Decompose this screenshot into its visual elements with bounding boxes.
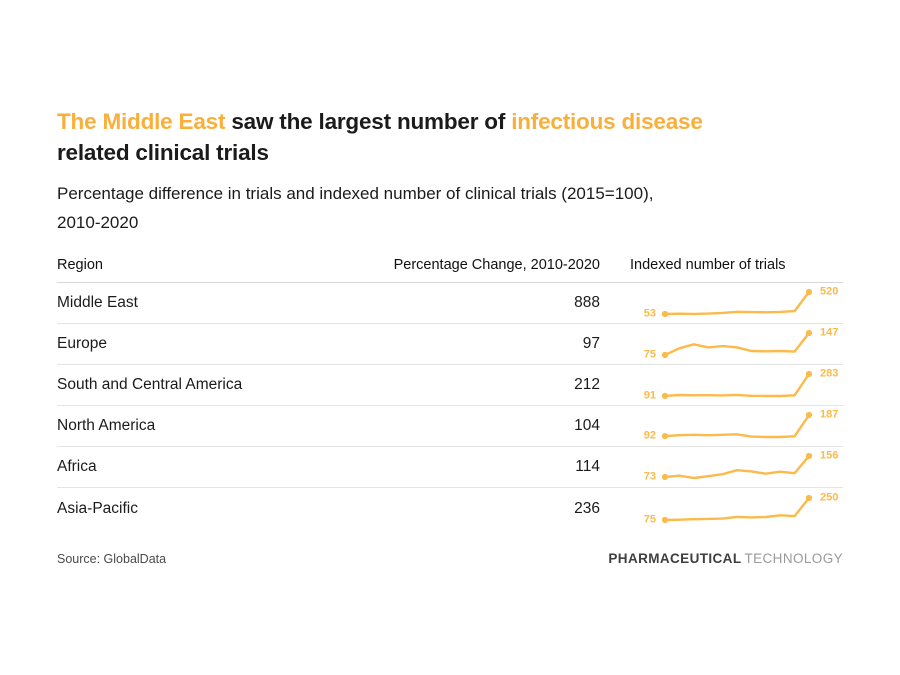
sparkline-chart (661, 370, 813, 400)
region-name: South and Central America (57, 376, 243, 393)
region-name: Asia-Pacific (57, 499, 138, 517)
table-row-africa: Africa 114 73 156 (57, 447, 843, 488)
table-row-north-america: North America 104 92 187 (57, 406, 843, 447)
sparkline-end-value: 250 (820, 491, 839, 503)
sparkline-chart (661, 411, 813, 441)
column-header-region: Region (57, 257, 103, 273)
sparkline-cell: 91 283 (630, 365, 843, 405)
region-name: Africa (57, 458, 97, 475)
chart-subtitle: Percentage difference in trials and inde… (57, 179, 843, 237)
table-row-south-central-america: South and Central America 212 91 283 (57, 365, 843, 406)
title-text-1: saw the largest number of (225, 109, 512, 134)
page-title: The Middle East saw the largest number o… (57, 106, 843, 168)
table-header-row: Region Percentage Change, 2010-2020 Inde… (57, 257, 843, 283)
column-header-percentage-change: Percentage Change, 2010-2020 (393, 257, 600, 273)
sparkline-cell: 73 156 (630, 447, 843, 487)
column-header-indexed-trials: Indexed number of trials (630, 257, 786, 273)
sparkline-cell: 75 250 (630, 488, 843, 529)
subtitle-line-1: Percentage difference in trials and inde… (57, 184, 654, 203)
region-name: Middle East (57, 294, 138, 311)
table-row-asia-pacific: Asia-Pacific 236 75 250 (57, 488, 843, 529)
region-name: Europe (57, 335, 107, 352)
subtitle-line-2: 2010-2020 (57, 213, 139, 232)
sparkline-end-value: 156 (820, 449, 839, 462)
title-text-2: related clinical trials (57, 140, 269, 165)
title-highlight-middle-east: The Middle East (57, 109, 226, 134)
sparkline-end-value: 520 (820, 285, 839, 298)
sparkline-chart (661, 288, 813, 318)
sparkline-end-value: 147 (820, 326, 839, 339)
percentage-change-value: 888 (574, 294, 600, 311)
table-row-middle-east: Middle East 888 53 520 (57, 283, 843, 324)
pharmaceutical-technology-logo: PHARMACEUTICAL TECHNOLOGY (608, 551, 843, 566)
sparkline-start-value: 91 (643, 389, 656, 402)
sparkline-start-value: 73 (643, 470, 656, 483)
title-highlight-infectious-disease: infectious disease (511, 109, 703, 134)
sparkline-start-value: 75 (643, 348, 656, 361)
sparkline-chart (661, 329, 813, 359)
percentage-change-value: 97 (582, 335, 600, 352)
sparkline-start-value: 92 (643, 429, 656, 442)
percentage-change-value: 212 (574, 376, 600, 393)
percentage-change-value: 114 (575, 458, 600, 475)
sparkline-chart (661, 452, 813, 482)
sparkline-chart (661, 494, 813, 524)
sparkline-start-value: 53 (643, 307, 656, 320)
sparkline-cell: 92 187 (630, 406, 843, 446)
sparkline-start-value: 75 (643, 513, 656, 525)
source-text: Source: GlobalData (57, 551, 167, 566)
trials-table: Region Percentage Change, 2010-2020 Inde… (57, 257, 843, 529)
percentage-change-value: 236 (574, 499, 600, 517)
brand-bold-text: PHARMACEUTICAL (608, 551, 742, 566)
sparkline-end-value: 283 (820, 367, 839, 380)
sparkline-end-value: 187 (820, 408, 839, 421)
sparkline-cell: 53 520 (630, 283, 843, 323)
footer: Source: GlobalData PHARMACEUTICAL TECHNOL… (57, 551, 843, 566)
brand-light-text: TECHNOLOGY (744, 551, 843, 566)
sparkline-cell: 75 147 (630, 324, 843, 364)
infographic-canvas: The Middle East saw the largest number o… (57, 106, 843, 566)
percentage-change-value: 104 (574, 417, 600, 434)
region-name: North America (57, 417, 156, 434)
table-row-europe: Europe 97 75 147 (57, 324, 843, 365)
